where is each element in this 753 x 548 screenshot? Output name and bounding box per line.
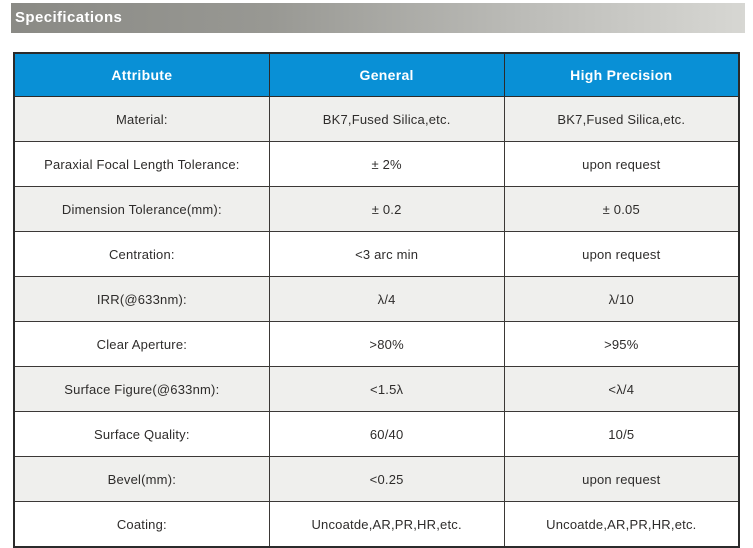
cell-general: <0.25 [268, 456, 505, 502]
column-header-attribute: Attribute [13, 52, 270, 97]
cell-high-precision: 10/5 [503, 411, 740, 457]
cell-general: ± 2% [268, 141, 505, 187]
table-row: Surface Quality: 60/40 10/5 [13, 411, 740, 457]
column-header-general: General [268, 52, 505, 97]
cell-attribute: Centration: [13, 231, 270, 277]
cell-high-precision: >95% [503, 321, 740, 367]
section-title: Specifications [15, 9, 123, 26]
cell-high-precision: upon request [503, 456, 740, 502]
table-row: Bevel(mm): <0.25 upon request [13, 456, 740, 502]
table-row: IRR(@633nm): λ/4 λ/10 [13, 276, 740, 322]
cell-high-precision: <λ/4 [503, 366, 740, 412]
cell-high-precision: upon request [503, 231, 740, 277]
cell-general: <3 arc min [268, 231, 505, 277]
table-row: Dimension Tolerance(mm): ± 0.2 ± 0.05 [13, 186, 740, 232]
table-row: Paraxial Focal Length Tolerance: ± 2% up… [13, 141, 740, 187]
cell-attribute: Paraxial Focal Length Tolerance: [13, 141, 270, 187]
cell-high-precision: λ/10 [503, 276, 740, 322]
cell-general: ± 0.2 [268, 186, 505, 232]
table-row: Material: BK7,Fused Silica,etc. BK7,Fuse… [13, 96, 740, 142]
cell-attribute: Material: [13, 96, 270, 142]
cell-high-precision: upon request [503, 141, 740, 187]
cell-high-precision: Uncoatde,AR,PR,HR,etc. [503, 501, 740, 548]
cell-attribute: Surface Quality: [13, 411, 270, 457]
specifications-table: Attribute General High Precision Materia… [13, 52, 740, 548]
cell-attribute: Bevel(mm): [13, 456, 270, 502]
cell-attribute: Surface Figure(@633nm): [13, 366, 270, 412]
table-row: Clear Aperture: >80% >95% [13, 321, 740, 367]
cell-high-precision: BK7,Fused Silica,etc. [503, 96, 740, 142]
cell-general: >80% [268, 321, 505, 367]
column-header-high-precision: High Precision [503, 52, 740, 97]
cell-general: 60/40 [268, 411, 505, 457]
table-header-row: Attribute General High Precision [13, 52, 740, 97]
cell-attribute: IRR(@633nm): [13, 276, 270, 322]
cell-general: BK7,Fused Silica,etc. [268, 96, 505, 142]
cell-attribute: Coating: [13, 501, 270, 548]
section-title-bar: Specifications [11, 3, 745, 33]
cell-general: <1.5λ [268, 366, 505, 412]
table-row: Coating: Uncoatde,AR,PR,HR,etc. Uncoatde… [13, 501, 740, 548]
cell-attribute: Clear Aperture: [13, 321, 270, 367]
cell-general: λ/4 [268, 276, 505, 322]
table-row: Centration: <3 arc min upon request [13, 231, 740, 277]
cell-general: Uncoatde,AR,PR,HR,etc. [268, 501, 505, 548]
table-row: Surface Figure(@633nm): <1.5λ <λ/4 [13, 366, 740, 412]
cell-high-precision: ± 0.05 [503, 186, 740, 232]
cell-attribute: Dimension Tolerance(mm): [13, 186, 270, 232]
